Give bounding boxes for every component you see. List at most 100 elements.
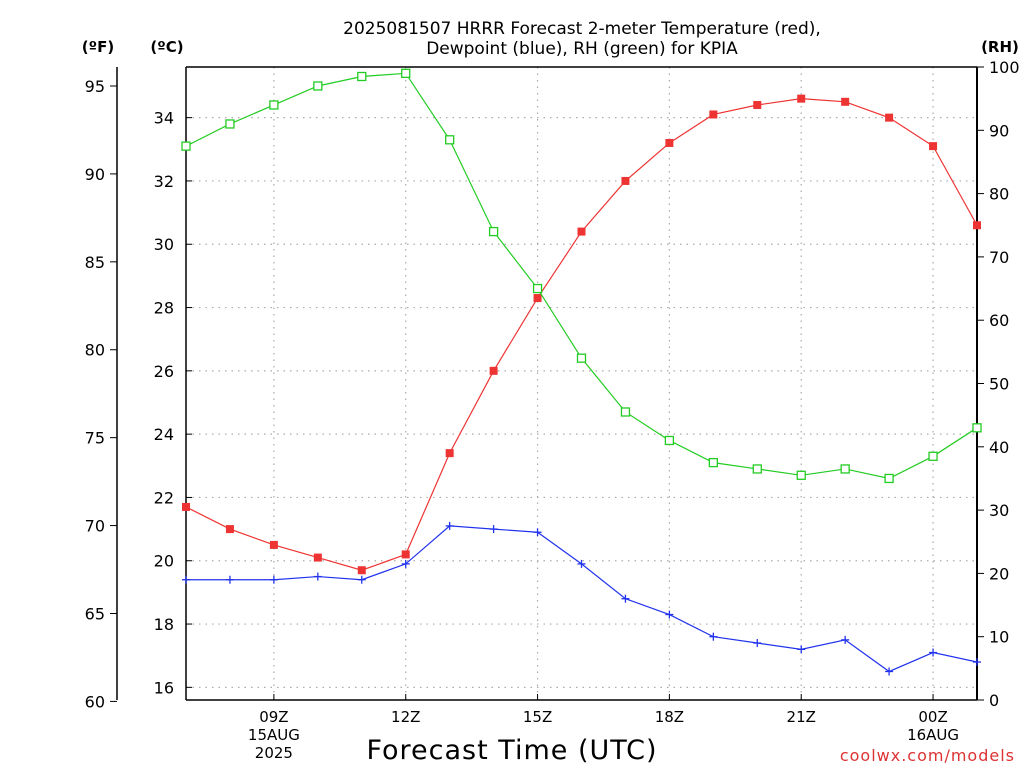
x-tick-label: 15AUG [248, 726, 300, 744]
dewpoint-point [225, 575, 234, 584]
celsius-tick-label: 32 [154, 172, 174, 191]
rh-point [401, 68, 411, 78]
dewpoint-point [269, 575, 278, 584]
temperature-point [973, 221, 981, 230]
celsius-tick-label: 34 [154, 109, 174, 128]
temperature-point [885, 113, 894, 122]
dewpoint-point [533, 528, 542, 537]
rh-unit-label: (RH) [981, 38, 1019, 56]
temperature-point [929, 142, 938, 151]
x-tick-label: 16AUG [907, 726, 959, 744]
temperature-point [313, 553, 322, 562]
x-tick-label: 21Z [787, 708, 816, 726]
rh-point [181, 141, 191, 151]
fahrenheit-tick-label: 85 [85, 253, 105, 272]
rh-point [532, 283, 543, 294]
rh-point [620, 407, 631, 417]
rh-tick-label: 40 [989, 438, 1009, 457]
dewpoint-point [709, 632, 718, 641]
rh-point [972, 423, 982, 433]
temperature-point [445, 449, 454, 458]
temperature-point [533, 294, 542, 303]
x-tick-label: 18Z [655, 708, 684, 726]
dewpoint-point [929, 648, 938, 657]
temperature-point [577, 227, 586, 236]
rh-tick-label: 50 [989, 375, 1009, 394]
x-tick-label: 00Z [918, 708, 947, 726]
temperature-point [797, 94, 806, 103]
rh-point [225, 119, 235, 129]
rh-tick-label: 30 [989, 501, 1009, 520]
rh-point [488, 226, 499, 237]
rh-tick-label: 20 [989, 564, 1009, 583]
rh-point [664, 435, 675, 446]
dewpoint-point [313, 572, 322, 581]
dewpoint-point [973, 658, 981, 667]
temperature-point [709, 110, 718, 119]
celsius-tick-label: 22 [154, 488, 174, 507]
rh-tick-label: 0 [989, 691, 999, 710]
celsius-tick-label: 30 [154, 235, 174, 254]
celsius-tick-label: 28 [154, 299, 174, 318]
rh-tick-label: 100 [989, 58, 1020, 77]
fahrenheit-tick-label: 75 [85, 429, 105, 448]
fahrenheit-tick-label: 95 [85, 77, 105, 96]
fahrenheit-unit-label: (ºF) [82, 38, 114, 56]
rh-point [576, 353, 587, 363]
temperature-point [182, 502, 190, 511]
celsius-tick-label: 24 [154, 425, 174, 444]
rh-point [357, 71, 367, 82]
temperature-point [621, 176, 630, 185]
x-tick-label: 12Z [391, 708, 420, 726]
x-tick-label: 15Z [523, 708, 552, 726]
temperature-point [841, 97, 850, 106]
temperature-point [665, 138, 674, 147]
rh-point [884, 473, 894, 484]
fahrenheit-tick-label: 65 [85, 604, 105, 623]
dewpoint-point [621, 594, 630, 603]
rh-tick-label: 80 [989, 185, 1009, 204]
rh-point [269, 100, 279, 110]
dewpoint-point [665, 610, 674, 619]
x-tick-label: 09Z [259, 708, 288, 726]
temperature-point [753, 100, 762, 109]
watermark: coolwx.com/models [840, 746, 1015, 765]
fahrenheit-tick-label: 80 [85, 341, 105, 360]
dewpoint-point [885, 667, 894, 676]
rh-tick-label: 90 [989, 121, 1009, 140]
rh-line [185, 72, 978, 480]
dewpoint-point [797, 645, 806, 654]
chart-title-line-2: Dewpoint (blue), RH (green) for KPIA [426, 39, 738, 59]
dewpoint-point [753, 639, 762, 648]
rh-tick-label: 60 [989, 311, 1009, 330]
celsius-tick-label: 16 [154, 678, 174, 697]
x-tick-label: 2025 [255, 744, 293, 762]
rh-point [796, 470, 806, 480]
celsius-tick-label: 18 [154, 615, 174, 634]
rh-point [313, 81, 323, 91]
rh-point [445, 135, 455, 145]
celsius-unit-label: (ºC) [150, 38, 183, 56]
celsius-tick-label: 20 [154, 552, 174, 571]
x-axis-title: Forecast Time (UTC) [366, 735, 657, 766]
dewpoint-point [357, 575, 366, 584]
temperature-point [225, 525, 234, 534]
rh-tick-label: 70 [989, 248, 1009, 267]
dewpoint-point [841, 635, 850, 644]
rh-tick-label: 10 [989, 628, 1009, 647]
fahrenheit-tick-label: 70 [85, 517, 105, 536]
rh-point [928, 451, 938, 461]
dewpoint-line [186, 525, 978, 673]
temperature-point [401, 550, 410, 559]
chart-title-line-1: 2025081507 HRRR Forecast 2-meter Tempera… [343, 19, 821, 39]
temperature-line [185, 98, 978, 571]
temperature-point [269, 540, 278, 549]
dewpoint-point [445, 521, 454, 530]
rh-point [708, 457, 718, 468]
rh-point [752, 464, 762, 474]
dewpoint-point [489, 525, 498, 534]
fahrenheit-tick-label: 90 [85, 165, 105, 184]
dewpoint-point [577, 559, 586, 568]
